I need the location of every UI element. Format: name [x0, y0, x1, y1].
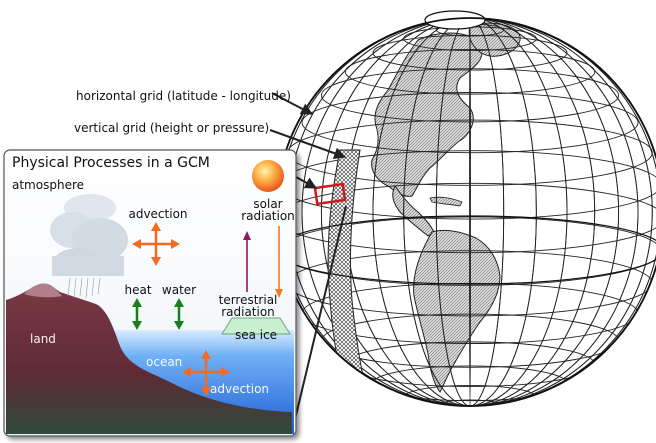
ocean-label: ocean — [146, 355, 183, 369]
solar-radiation-label-line1: solar — [253, 197, 283, 211]
air-advection-arrows — [132, 222, 180, 266]
atmosphere-label: atmosphere — [12, 178, 84, 192]
longitude-line — [372, 18, 568, 406]
ocean-advection-arrows — [182, 350, 230, 396]
panel-title: Physical Processes in a GCM — [12, 155, 210, 171]
air-advection-label: advection — [128, 207, 188, 221]
longitude-line — [301, 18, 639, 406]
sea-ice-label: sea ice — [234, 328, 278, 342]
land-label: land — [30, 332, 56, 346]
vertical-grid-column — [327, 149, 373, 406]
polar-cap — [424, 10, 486, 30]
longitude-line — [320, 18, 620, 406]
heat-exchange-arrow — [132, 298, 142, 330]
latitude-line — [276, 182, 656, 254]
ocean-advection-label: advection — [210, 382, 270, 396]
physical-processes-scene — [6, 160, 294, 434]
land — [6, 283, 292, 434]
solar-radiation-arrow — [275, 226, 283, 298]
terrestrial-radiation-label-line2: radiation — [221, 305, 275, 319]
sea-ice — [221, 317, 291, 335]
terrestrial-radiation-label-line1: terrestrial — [218, 293, 278, 307]
vertical-grid-label: vertical grid (height or pressure) — [74, 121, 270, 135]
mountain-snow — [24, 283, 62, 298]
north-america-landmass — [371, 32, 483, 197]
horizontal-grid-pointer — [271, 92, 314, 115]
grid-cell-highlight — [313, 182, 347, 206]
vertical-grid-pointer — [269, 129, 347, 159]
terrestrial-radiation-arrow — [243, 231, 251, 292]
heat-label: heat — [124, 283, 152, 297]
inset-to-cell-pointer-upper — [295, 176, 318, 189]
water-label: water — [161, 283, 197, 297]
inset-to-cell-pointer-lower — [291, 205, 347, 433]
caribbean-islands — [429, 196, 463, 207]
south-america-landmass — [413, 229, 501, 393]
water-exchange-arrow — [174, 298, 184, 330]
sun — [252, 160, 284, 192]
cloud — [50, 194, 128, 299]
longitude-line — [403, 18, 537, 406]
longitude-line — [469, 18, 471, 406]
globe — [275, 10, 656, 407]
longitude-line — [435, 18, 505, 406]
horizontal-grid-label: horizontal grid (latitude - longitude) — [76, 89, 291, 103]
solar-radiation-label-line2: radiation — [241, 209, 295, 223]
